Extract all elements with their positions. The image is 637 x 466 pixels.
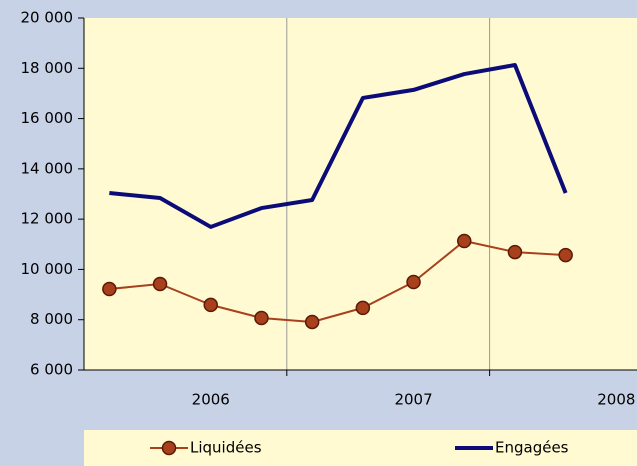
y-tick-label: 10 000 <box>21 260 74 278</box>
point <box>102 281 117 297</box>
point <box>406 274 421 290</box>
y-tick-label: 14 000 <box>21 159 74 177</box>
legend-marker <box>161 440 177 456</box>
y-tick-label: 6 000 <box>30 361 73 379</box>
point <box>304 314 320 330</box>
x-tick-label: 2006 <box>192 391 230 409</box>
point <box>355 300 371 316</box>
point <box>507 244 523 260</box>
point <box>558 247 573 263</box>
legend-label: Engagées <box>495 439 569 457</box>
legend-label: Liquidées <box>190 439 262 457</box>
y-tick-label: 12 000 <box>21 210 74 228</box>
series-line <box>109 240 566 323</box>
point <box>152 276 168 292</box>
series-line <box>109 63 568 229</box>
plot-area <box>84 18 637 370</box>
point <box>203 297 218 313</box>
point <box>457 233 472 249</box>
point <box>254 310 269 326</box>
y-tick-label: 18 000 <box>21 59 74 77</box>
y-tick-label: 8 000 <box>30 310 73 328</box>
y-tick-label: 20 000 <box>21 9 74 27</box>
x-tick-label: 2007 <box>394 391 432 409</box>
x-tick-label: 2008 <box>597 391 635 409</box>
y-tick-label: 16 000 <box>21 109 74 127</box>
